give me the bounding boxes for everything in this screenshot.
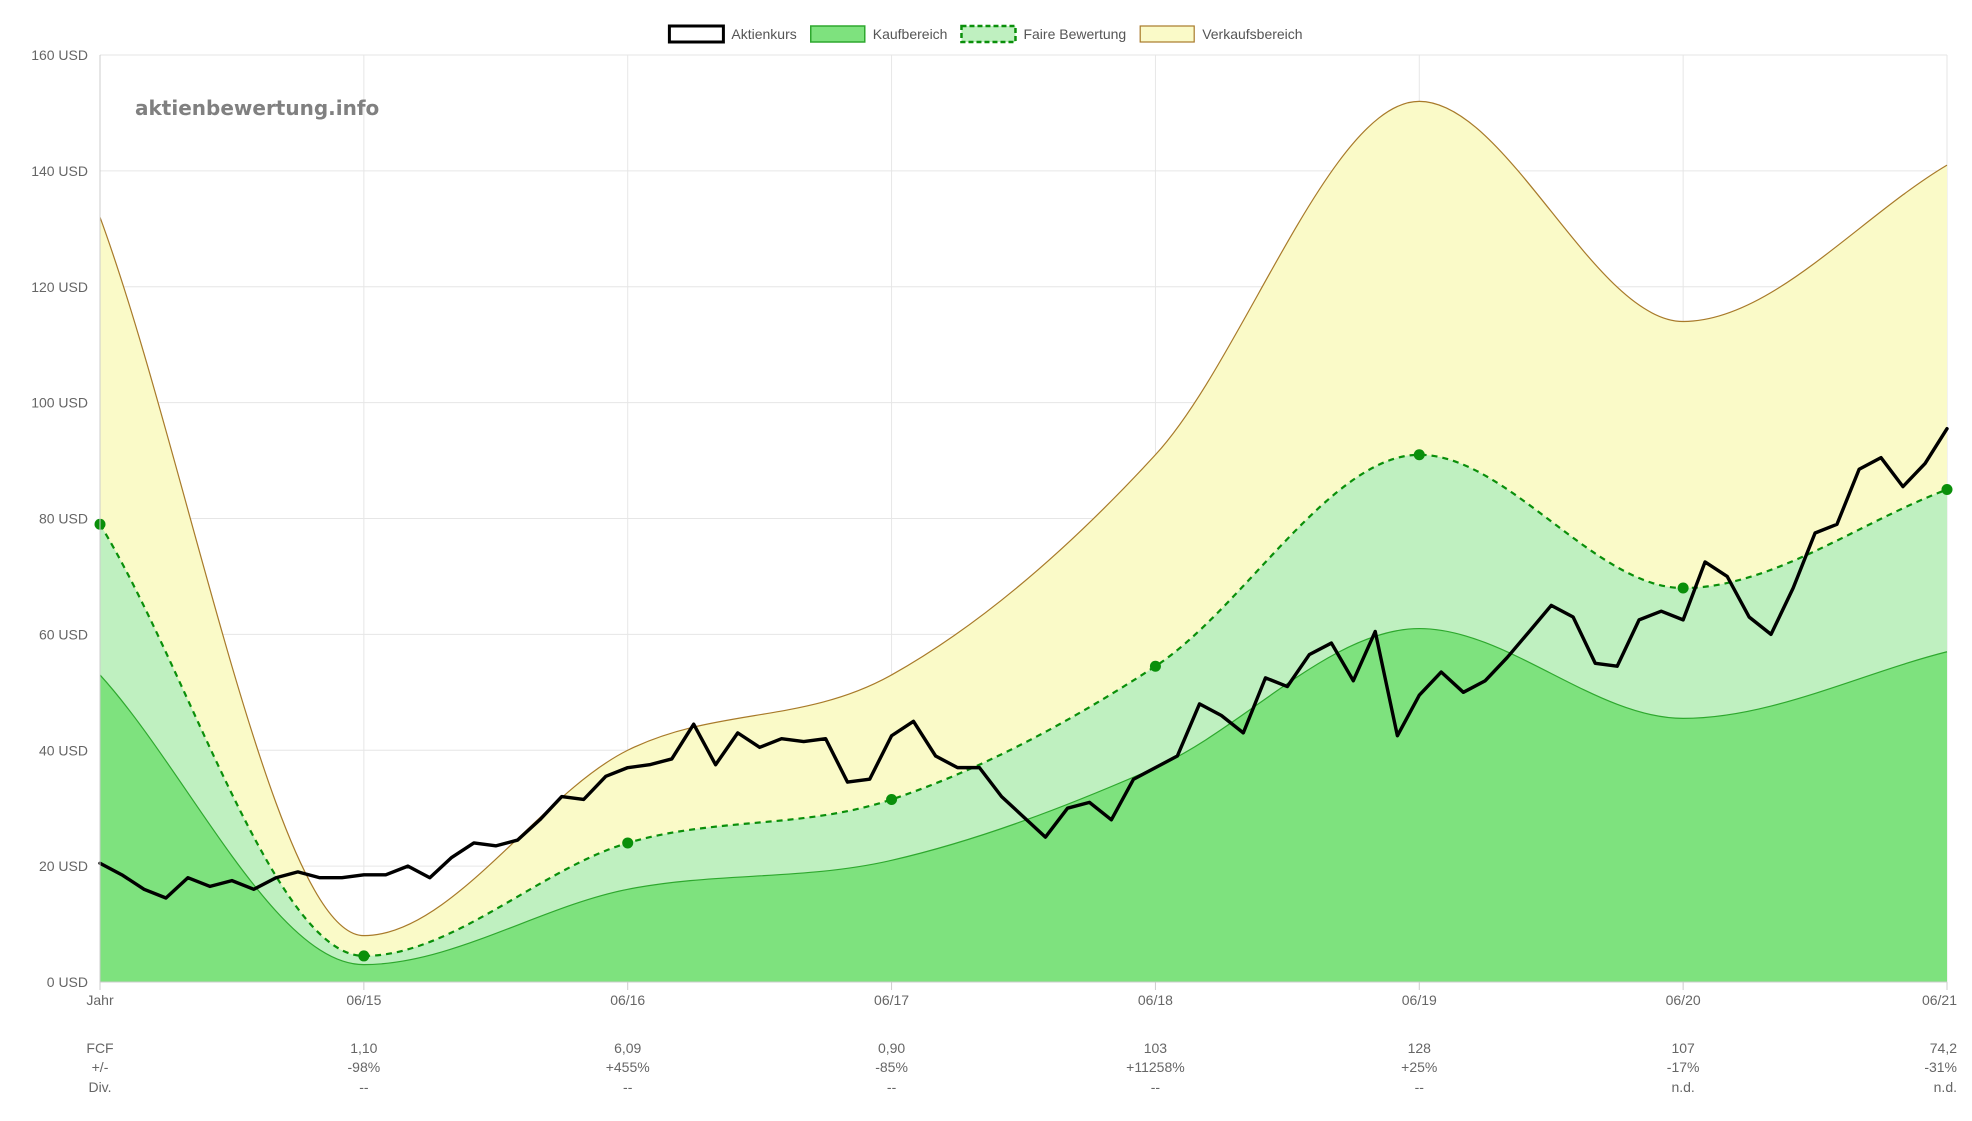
y-tick-label: 0 USD	[47, 974, 88, 990]
area-layer	[100, 101, 1947, 983]
legend-item-price[interactable]: Aktienkurs	[667, 24, 797, 44]
legend-item-fair[interactable]: Faire Bewertung	[960, 24, 1126, 44]
fair-value-point[interactable]	[622, 837, 634, 849]
legend-swatch	[810, 25, 866, 43]
axis-layer: 0 USD 20 USD 40 USD 60 USD 80 USD 100 USD 120 …	[31, 47, 1957, 1008]
dividend-value: --	[1415, 1079, 1425, 1095]
fair-value-point[interactable]	[886, 793, 898, 805]
sell-area-line	[99, 100, 1948, 937]
legend[interactable]: Aktienkurs Kaufbereich Faire Bewertung Verk…	[667, 24, 1303, 44]
bottom-table: FCF +/- Div. 1,10 -98% -- 6,09 +455% -- 0,90 -85% -…	[86, 1040, 1957, 1095]
fcf-value: 6,09	[614, 1040, 641, 1056]
buy-area-line	[99, 627, 1948, 966]
fair-value-point[interactable]	[1941, 484, 1953, 496]
y-tick-label: 20 USD	[39, 858, 88, 874]
legend-label: Verkaufsbereich	[1202, 26, 1302, 42]
x-tick-label: 06/15	[346, 992, 381, 1008]
bottom-row-label: Div.	[88, 1079, 111, 1095]
change-value: +455%	[606, 1059, 650, 1075]
dividend-value: n.d.	[1671, 1079, 1694, 1095]
legend-swatch	[1139, 25, 1195, 43]
watermark-logo: aktienbewertung.info	[135, 96, 379, 120]
y-tick-label: 100 USD	[31, 395, 88, 411]
bottom-row-label: FCF	[86, 1040, 113, 1056]
fair-value-point[interactable]	[1677, 582, 1689, 594]
change-value: +25%	[1401, 1059, 1437, 1075]
fcf-value: 1,10	[350, 1040, 377, 1056]
legend-label: Kaufbereich	[873, 26, 948, 42]
fcf-value: 128	[1408, 1040, 1432, 1056]
x-tick-label: 06/20	[1666, 992, 1701, 1008]
fcf-value: 103	[1144, 1040, 1168, 1056]
change-value: -85%	[875, 1059, 908, 1075]
fair-value-point[interactable]	[358, 950, 370, 962]
x-tick-label: 06/16	[610, 992, 645, 1008]
y-tick-label: 140 USD	[31, 163, 88, 179]
y-tick-label: 160 USD	[31, 47, 88, 63]
fair-area-line	[99, 453, 1948, 958]
legend-item-buy[interactable]: Kaufbereich	[810, 25, 948, 43]
y-tick-label: 80 USD	[39, 511, 88, 527]
y-tick-label: 40 USD	[39, 742, 88, 758]
x-tick-label: 06/17	[874, 992, 909, 1008]
dividend-value: --	[1151, 1079, 1161, 1095]
change-value: -98%	[348, 1059, 381, 1075]
fcf-value: 74,2	[1930, 1040, 1957, 1056]
fair-value-point[interactable]	[1413, 449, 1425, 461]
fair-value-point[interactable]	[1149, 660, 1161, 672]
legend-label: Faire Bewertung	[1023, 26, 1126, 42]
dividend-value: --	[623, 1079, 633, 1095]
legend-swatch	[667, 24, 725, 44]
y-tick-label: 120 USD	[31, 279, 88, 295]
change-value: +11258%	[1126, 1059, 1185, 1075]
fcf-value: 107	[1671, 1040, 1695, 1056]
legend-label: Aktienkurs	[731, 26, 796, 42]
legend-swatch	[960, 24, 1017, 44]
dividend-value: --	[359, 1079, 369, 1095]
change-value: -31%	[1924, 1059, 1957, 1075]
bottom-row-label: +/-	[92, 1059, 109, 1075]
change-value: -17%	[1667, 1059, 1700, 1075]
x-tick-label: Jahr	[86, 992, 114, 1008]
fcf-value: 0,90	[878, 1040, 905, 1056]
y-tick-label: 60 USD	[39, 626, 88, 642]
line-layer	[94, 100, 1953, 966]
legend-item-sell[interactable]: Verkaufsbereich	[1139, 25, 1303, 43]
price-line	[98, 426, 1949, 900]
x-tick-label: 06/21	[1922, 992, 1957, 1008]
x-tick-label: 06/19	[1402, 992, 1437, 1008]
dividend-value: --	[887, 1079, 897, 1095]
x-tick-label: 06/18	[1138, 992, 1173, 1008]
buy-area	[100, 628, 1947, 982]
dividend-value: n.d.	[1934, 1079, 1957, 1095]
